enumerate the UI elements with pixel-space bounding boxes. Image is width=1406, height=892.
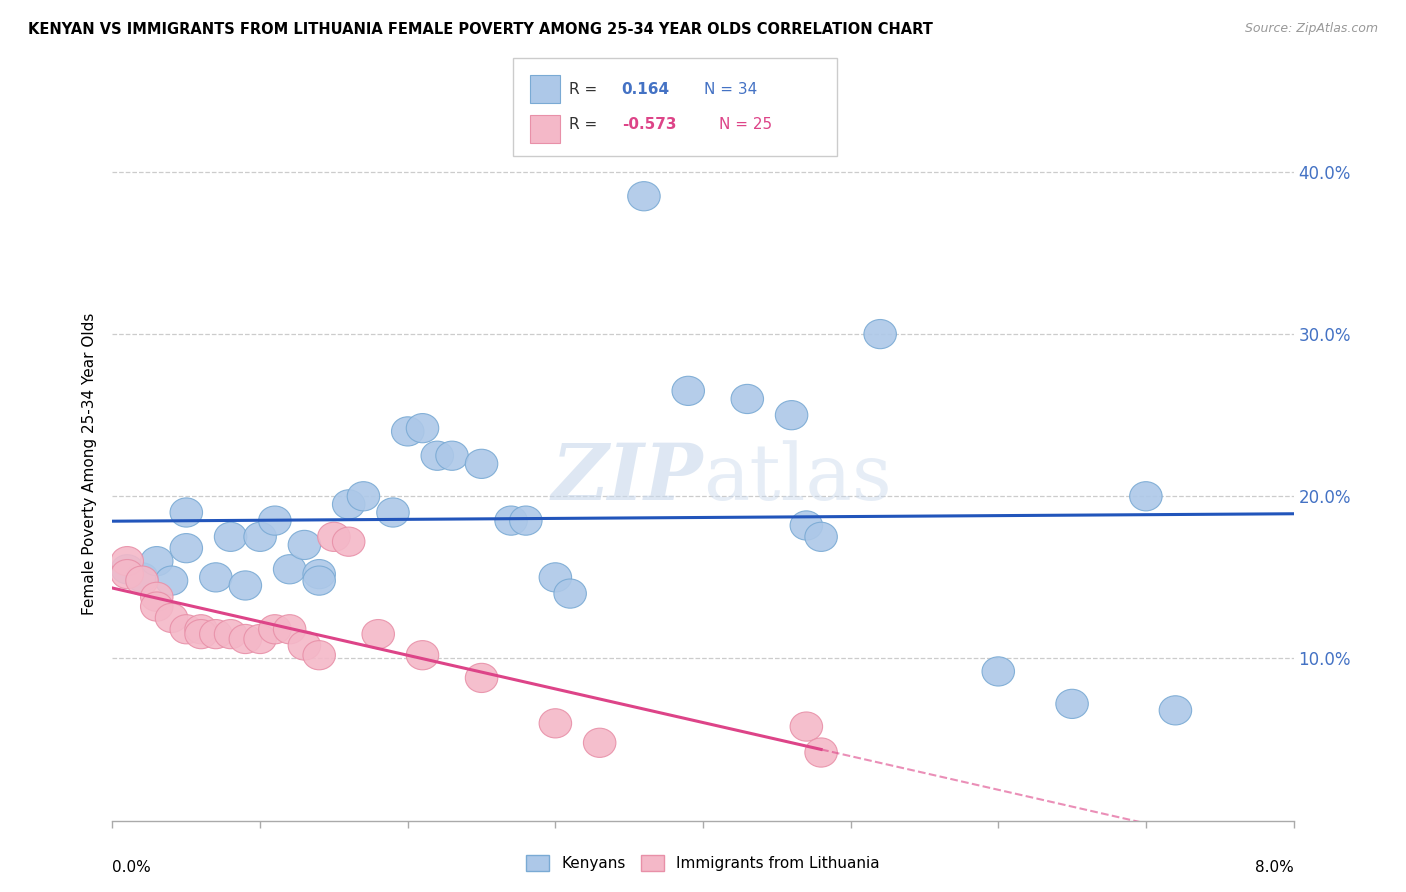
Ellipse shape [302,566,336,595]
Ellipse shape [347,482,380,511]
Ellipse shape [200,563,232,592]
Text: R =: R = [568,82,596,97]
Text: N = 25: N = 25 [720,117,772,132]
Ellipse shape [200,620,232,648]
Ellipse shape [184,615,218,644]
Ellipse shape [214,620,247,648]
Ellipse shape [155,603,188,632]
Bar [530,115,560,144]
Ellipse shape [332,490,366,519]
Ellipse shape [243,522,277,551]
Ellipse shape [627,182,661,211]
Ellipse shape [465,450,498,478]
Bar [530,75,560,103]
Ellipse shape [184,620,218,648]
Ellipse shape [111,559,143,589]
Text: R =: R = [568,117,596,132]
Ellipse shape [377,498,409,527]
Y-axis label: Female Poverty Among 25-34 Year Olds: Female Poverty Among 25-34 Year Olds [82,313,97,615]
Ellipse shape [981,657,1015,686]
Ellipse shape [155,566,188,595]
Ellipse shape [1056,690,1088,718]
Text: N = 34: N = 34 [704,82,758,97]
Ellipse shape [302,559,336,589]
Ellipse shape [406,414,439,442]
Ellipse shape [804,738,838,767]
Ellipse shape [436,442,468,470]
Ellipse shape [229,624,262,654]
Ellipse shape [775,401,808,430]
Ellipse shape [259,506,291,535]
Ellipse shape [361,620,395,648]
Ellipse shape [243,624,277,654]
Ellipse shape [538,709,572,738]
Ellipse shape [790,511,823,540]
Ellipse shape [863,319,897,349]
Ellipse shape [538,563,572,592]
Ellipse shape [672,376,704,406]
Ellipse shape [111,547,143,575]
Ellipse shape [288,631,321,660]
Ellipse shape [125,563,159,592]
Ellipse shape [804,522,838,551]
Text: 0.164: 0.164 [621,82,669,97]
Ellipse shape [731,384,763,414]
Text: atlas: atlas [703,441,891,516]
Text: ZIP: ZIP [551,440,703,516]
Ellipse shape [465,664,498,692]
Text: Source: ZipAtlas.com: Source: ZipAtlas.com [1244,22,1378,36]
Text: KENYAN VS IMMIGRANTS FROM LITHUANIA FEMALE POVERTY AMONG 25-34 YEAR OLDS CORRELA: KENYAN VS IMMIGRANTS FROM LITHUANIA FEMA… [28,22,934,37]
Ellipse shape [583,728,616,757]
Ellipse shape [273,615,307,644]
Text: 8.0%: 8.0% [1254,860,1294,875]
Ellipse shape [420,442,454,470]
Ellipse shape [406,640,439,670]
Ellipse shape [229,571,262,600]
Ellipse shape [125,566,159,595]
Ellipse shape [509,506,543,535]
Ellipse shape [302,640,336,670]
Ellipse shape [259,615,291,644]
Ellipse shape [214,522,247,551]
Text: 0.0%: 0.0% [112,860,152,875]
Ellipse shape [141,547,173,575]
Ellipse shape [111,555,143,584]
Ellipse shape [495,506,527,535]
Ellipse shape [273,555,307,584]
Ellipse shape [170,498,202,527]
Ellipse shape [141,592,173,621]
Ellipse shape [790,712,823,741]
Ellipse shape [391,417,425,446]
Ellipse shape [332,527,366,557]
Ellipse shape [1129,482,1163,511]
Ellipse shape [288,531,321,559]
Text: -0.573: -0.573 [621,117,676,132]
Ellipse shape [318,522,350,551]
Legend: Kenyans, Immigrants from Lithuania: Kenyans, Immigrants from Lithuania [520,849,886,877]
Ellipse shape [170,615,202,644]
Ellipse shape [554,579,586,608]
Ellipse shape [141,582,173,611]
Ellipse shape [170,533,202,563]
Ellipse shape [1159,696,1192,725]
